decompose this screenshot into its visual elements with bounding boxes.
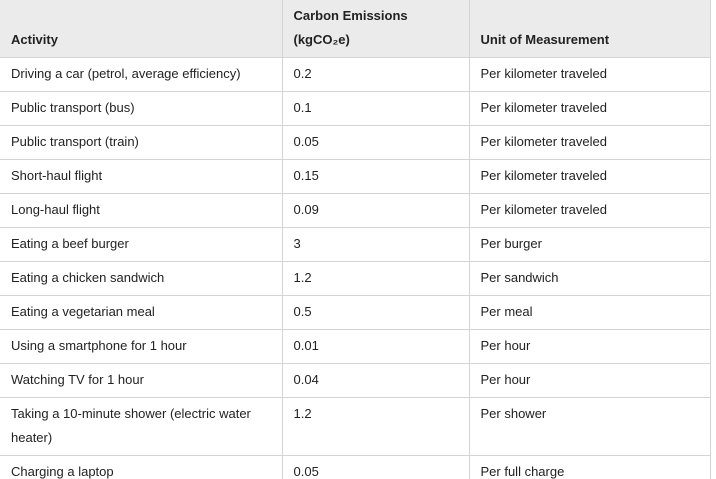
table-cell: 0.01 (281, 329, 470, 364)
header-cell: Activity (0, 0, 283, 58)
table-cell: 0.5 (281, 295, 470, 330)
table-cell: Per sandwich (468, 261, 711, 296)
table-row: Driving a car (petrol, average efficienc… (0, 57, 711, 92)
table-cell: 0.04 (281, 363, 470, 398)
table-cell: 1.2 (281, 261, 470, 296)
table-row: Watching TV for 1 hour 0.04 Per hour (0, 363, 711, 398)
table-cell: Per hour (468, 363, 711, 398)
table-row: Using a smartphone for 1 hour 0.01 Per hou… (0, 329, 711, 364)
table-cell: 0.05 (281, 125, 470, 160)
table-cell: 0.09 (281, 193, 470, 228)
table-cell: 0.15 (281, 159, 470, 194)
table-cell: Using a smartphone for 1 hour (0, 329, 283, 364)
table-cell: Public transport (bus) (0, 91, 283, 126)
table-cell: 0.2 (281, 57, 470, 92)
table-row: Taking a 10-minute shower (electric wate… (0, 397, 711, 456)
table-row: Long-haul flight 0.09 Per kilometer travel… (0, 193, 711, 228)
table-cell: Long-haul flight (0, 193, 283, 228)
header-cell: Carbon Emissions (kgCO₂e) (281, 0, 470, 58)
table-row: Charging a laptop 0.05 Per full charge (0, 455, 711, 479)
table-cell: Watching TV for 1 hour (0, 363, 283, 398)
table-row: Public transport (bus) 0.1 Per kilometer t… (0, 91, 711, 126)
table-row: Short-haul flight 0.15 Per kilometer trave… (0, 159, 711, 194)
table-cell: 0.1 (281, 91, 470, 126)
table-cell: Per kilometer traveled (468, 57, 711, 92)
table-cell: Eating a vegetarian meal (0, 295, 283, 330)
table-cell: Short-haul flight (0, 159, 283, 194)
table-cell: Public transport (train) (0, 125, 283, 160)
table-cell: Per kilometer traveled (468, 91, 711, 126)
table-cell: Per kilometer traveled (468, 125, 711, 160)
header-row: Activity Carbon Emissions (kgCO₂e) Unit of… (0, 0, 711, 58)
table-cell: 1.2 (281, 397, 470, 456)
table-row: Eating a chicken sandwich 1.2 Per sandwich (0, 261, 711, 296)
table-cell: Per burger (468, 227, 711, 262)
table-cell: Per kilometer traveled (468, 159, 711, 194)
table-row: Eating a vegetarian meal 0.5 Per meal (0, 295, 711, 330)
table-cell: Per hour (468, 329, 711, 364)
table-body: Driving a car (petrol, average efficienc… (0, 57, 711, 479)
table-cell: Per meal (468, 295, 711, 330)
header-cell: Unit of Measurement (468, 0, 711, 58)
table-cell: Per kilometer traveled (468, 193, 711, 228)
table-cell: Eating a chicken sandwich (0, 261, 283, 296)
table-cell: Per full charge (468, 455, 711, 479)
table-cell: Taking a 10-minute shower (electric wate… (0, 397, 283, 456)
table-cell: Per shower (468, 397, 711, 456)
table-cell: 0.05 (281, 455, 470, 479)
table-row: Eating a beef burger 3 Per burger (0, 227, 711, 262)
table-cell: 3 (281, 227, 470, 262)
table-cell: Driving a car (petrol, average efficienc… (0, 57, 283, 92)
table-cell: Eating a beef burger (0, 227, 283, 262)
table-row: Public transport (train) 0.05 Per kilomete… (0, 125, 711, 160)
table-cell: Charging a laptop (0, 455, 283, 479)
